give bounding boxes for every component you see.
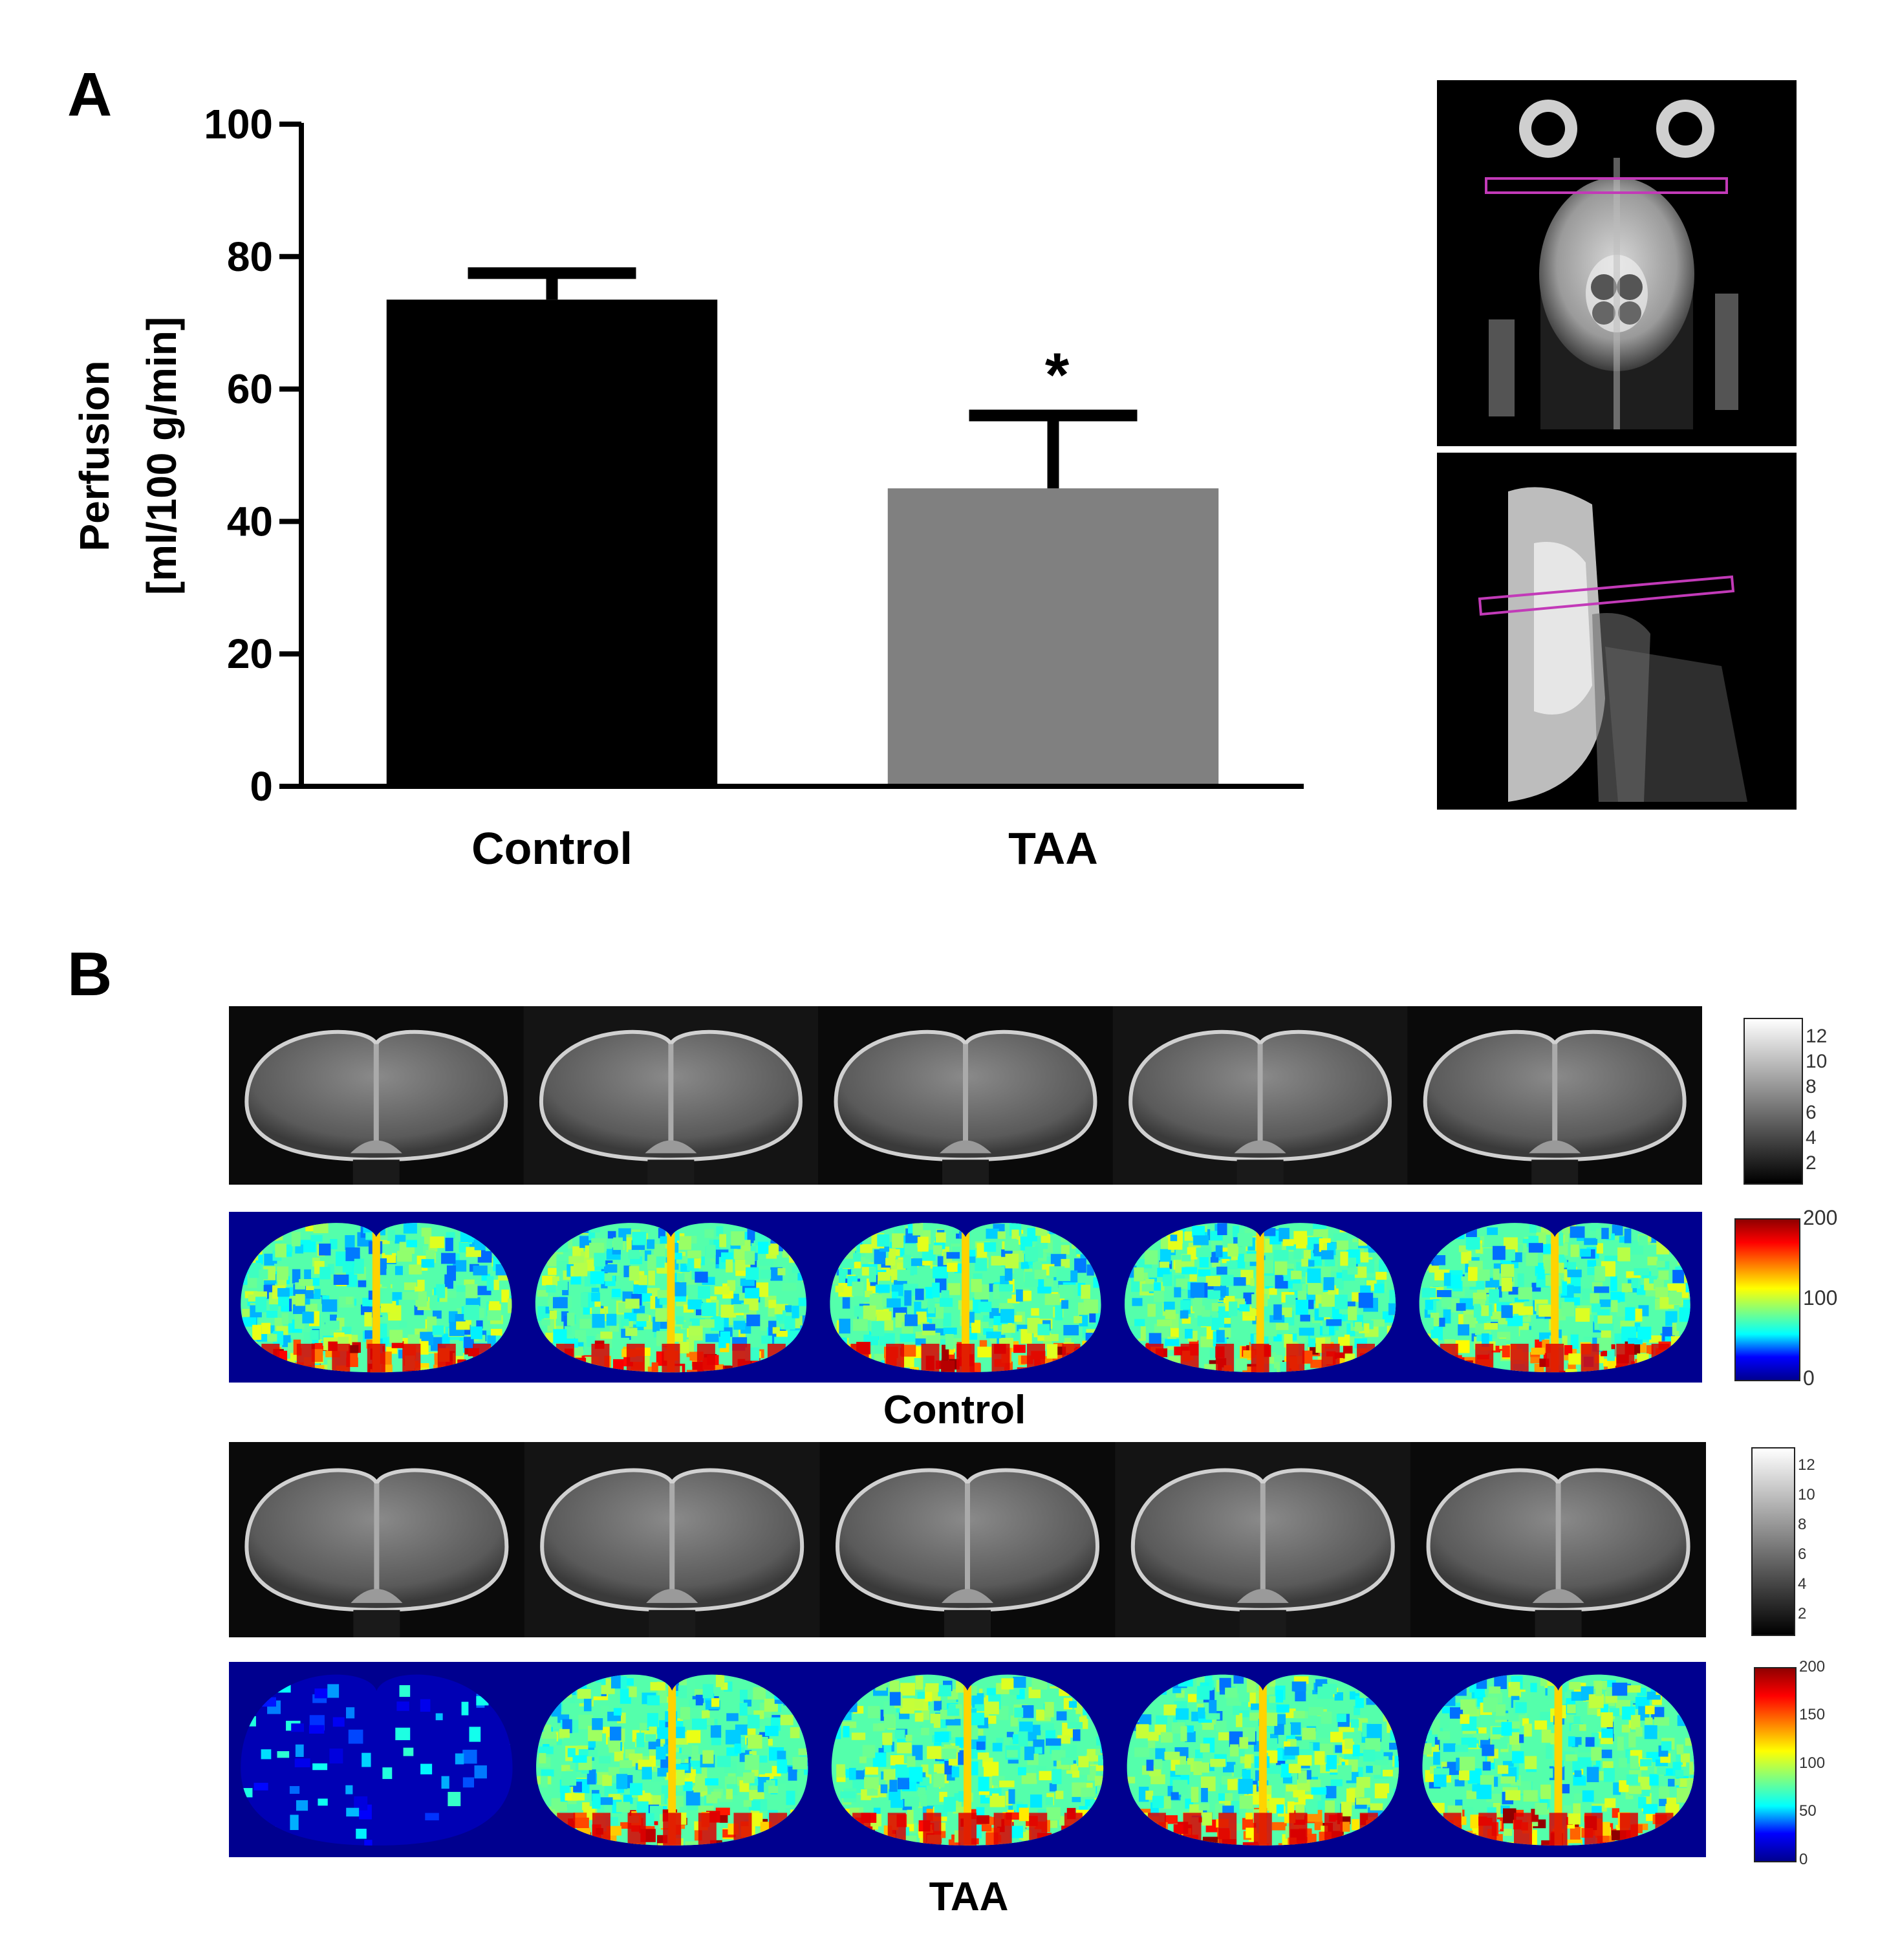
- panel-a-label: A: [67, 60, 113, 129]
- y-axis: 0 20 40 60 80 100: [204, 101, 304, 810]
- taa-gray-colorbar: [1751, 1447, 1795, 1636]
- colorbar-tick-label: 6: [1806, 1101, 1817, 1123]
- taa-perfusion-colorbar: [1754, 1667, 1797, 1862]
- y-tick-label: 80: [227, 233, 273, 280]
- colorbar-tick-label: 4: [1798, 1575, 1807, 1593]
- control-anatomy-strip: [229, 1006, 1702, 1185]
- colorbar-tick-label: 8: [1806, 1076, 1817, 1098]
- y-axis-label-line2: [ml/100 g/min]: [138, 317, 185, 595]
- colorbar-tick-label: 50: [1799, 1802, 1817, 1820]
- colorbar-tick-label: 12: [1806, 1026, 1828, 1047]
- bar-control: [386, 299, 718, 786]
- significance-marker: *: [1045, 341, 1070, 410]
- y-tick-label: 20: [227, 630, 273, 677]
- colorbar-tick-label: 6: [1798, 1545, 1807, 1563]
- bars: *: [386, 267, 1219, 786]
- colorbar-tick-label: 150: [1799, 1706, 1826, 1724]
- colorbar-tick-label: 100: [1799, 1754, 1826, 1772]
- perfusion-slice: [831, 1674, 1104, 1846]
- colorbar-tick-label: 100: [1803, 1286, 1838, 1309]
- x-axis: Control TAA: [299, 784, 1304, 874]
- y-tick-label: 60: [227, 366, 273, 413]
- mri-sagittal-localizer: [1437, 453, 1797, 810]
- panel-b-label: B: [67, 940, 113, 1009]
- y-axis-label-line1: Perfusion: [71, 360, 118, 551]
- perfusion-slice: [241, 1223, 512, 1373]
- colorbar-tick-label: 200: [1799, 1657, 1826, 1675]
- control-perfusion-colorbar: [1734, 1218, 1800, 1381]
- colorbar-tick-label: 12: [1798, 1456, 1815, 1474]
- x-tick-label: Control: [471, 823, 632, 874]
- perfusion-slice: [1125, 1223, 1396, 1373]
- taa-perfusion-strip: [229, 1662, 1706, 1857]
- colorbar-tick-label: 10: [1798, 1485, 1815, 1503]
- colorbar-tick-label: 0: [1799, 1850, 1808, 1868]
- perfusion-slice: [241, 1674, 513, 1846]
- control-perfusion-strip: [229, 1212, 1702, 1383]
- colorbar-tick-label: 0: [1803, 1366, 1815, 1390]
- mri-axial-localizer: [1437, 80, 1797, 446]
- colorbar-tick-label: 4: [1806, 1126, 1817, 1148]
- taa-anatomy-strip: [229, 1442, 1706, 1637]
- perfusion-bar-chart: 0 20 40 60 80 100 * Control TAA Perfusion [ml/…: [71, 101, 1304, 874]
- y-tick-label: 40: [227, 498, 273, 544]
- x-tick-label: TAA: [1008, 823, 1098, 874]
- y-tick-label: 0: [250, 763, 273, 810]
- control-gray-colorbar: [1743, 1018, 1803, 1185]
- y-tick-label: 100: [204, 101, 273, 147]
- colorbar-tick-label: 2: [1806, 1152, 1817, 1174]
- colorbar-tick-label: 8: [1798, 1515, 1807, 1533]
- control-group-label: Control: [883, 1388, 1026, 1432]
- colorbar-tick-label: 10: [1806, 1051, 1828, 1073]
- taa-group-label: TAA: [929, 1875, 1009, 1919]
- colorbar-tick-label: 200: [1803, 1205, 1838, 1229]
- bar-taa: [887, 488, 1219, 786]
- colorbar-tick-label: 2: [1798, 1604, 1807, 1622]
- perfusion-slice: [535, 1223, 806, 1373]
